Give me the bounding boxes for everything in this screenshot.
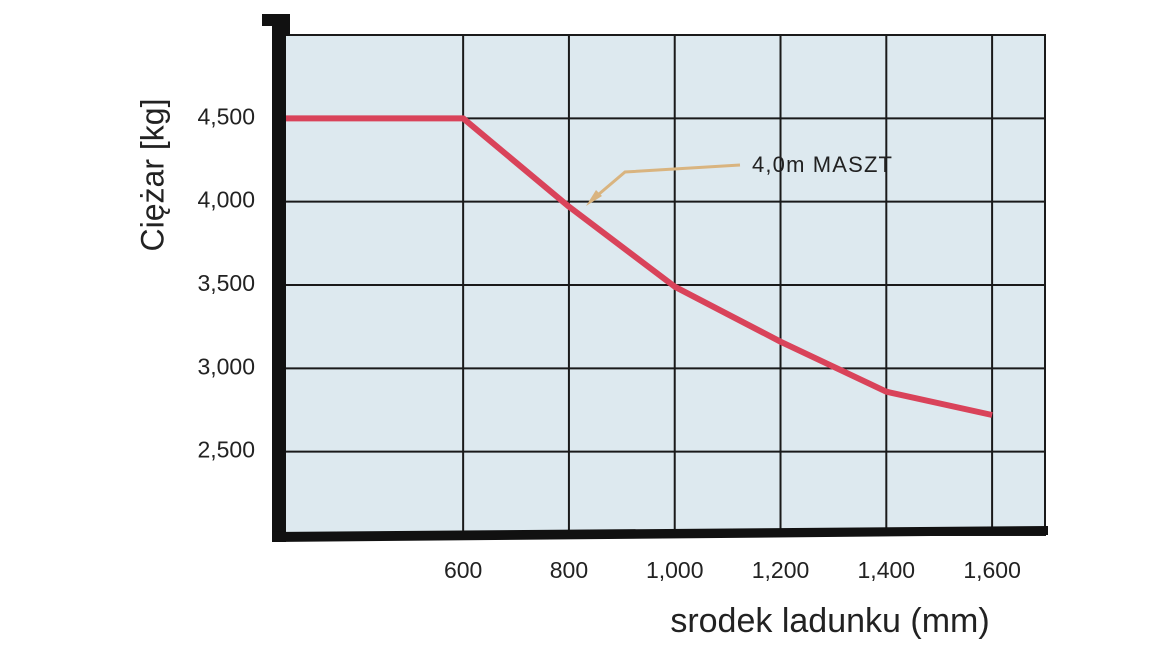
y-axis-title: Ciężar [kg] (134, 99, 170, 252)
x-tick-label: 1,600 (963, 557, 1021, 583)
y-axis (272, 20, 286, 542)
grid (277, 34, 1046, 536)
y-tick-label: 4,000 (197, 187, 255, 213)
annotation-arrow (586, 190, 602, 206)
y-tick-label: 3,500 (197, 270, 255, 296)
x-axis-title: srodek ladunku (mm) (670, 602, 989, 640)
y-tick-label: 4,500 (197, 103, 255, 129)
x-tick-label: 1,400 (858, 557, 916, 583)
x-tick-label: 800 (550, 557, 588, 583)
y-tick-label: 2,500 (197, 437, 255, 463)
x-tick-label: 1,000 (646, 557, 704, 583)
data-line (278, 115, 993, 418)
x-tick-label: 1,200 (752, 557, 810, 583)
annotation-line (591, 163, 741, 202)
y-tick-label: 3,000 (197, 353, 255, 379)
marks (278, 115, 993, 418)
annotation: 4,0m MASZT (752, 152, 892, 177)
x-tick-label: 600 (444, 557, 482, 583)
x-axis (272, 526, 1048, 542)
